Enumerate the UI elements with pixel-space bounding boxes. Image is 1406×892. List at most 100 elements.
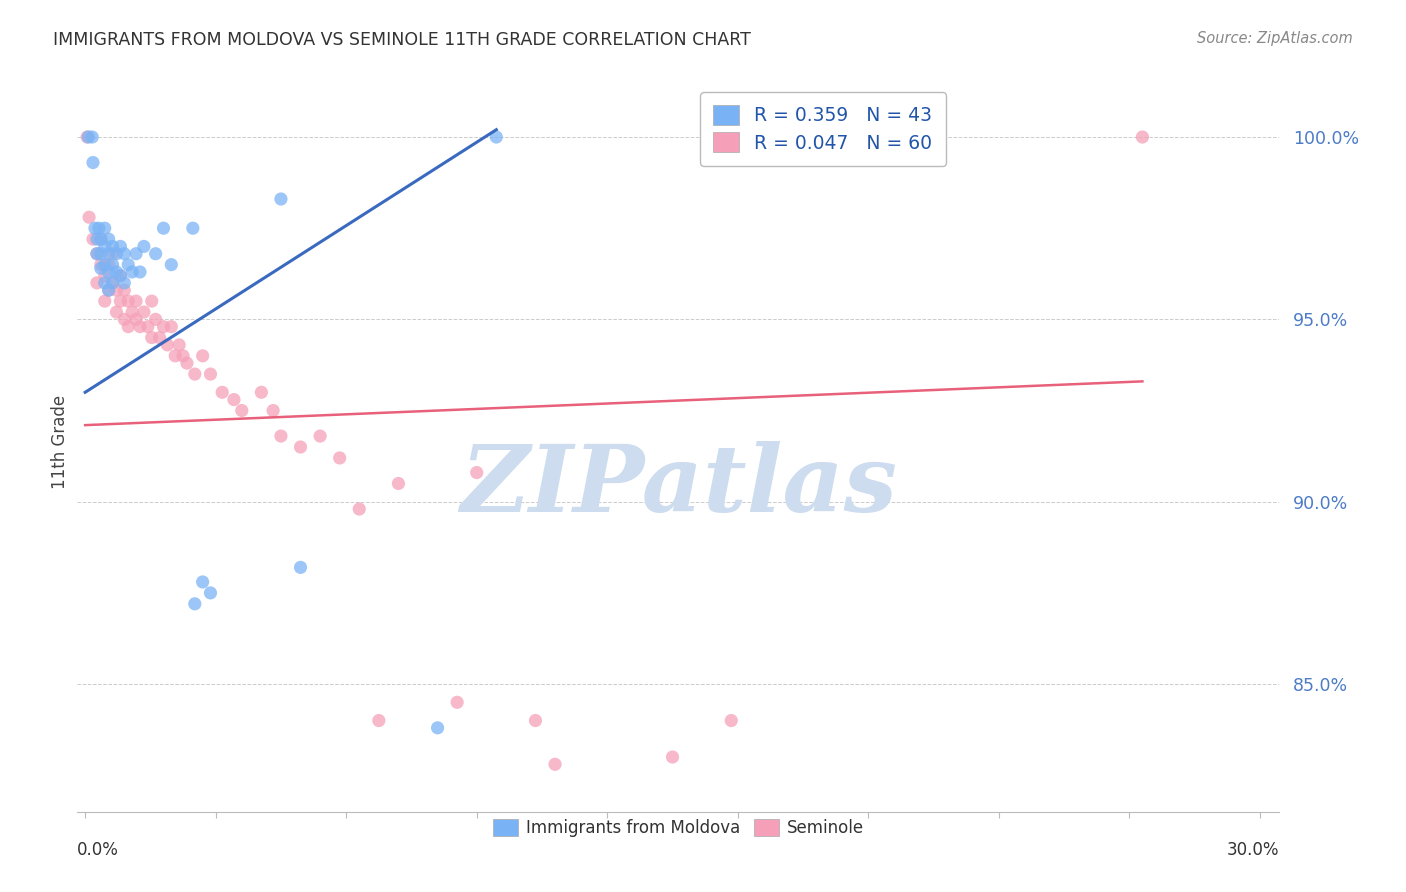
Point [90,232,112,246]
Point [93,294,115,309]
Point [112,276,135,290]
Point [145,246,167,260]
Point [465,466,488,480]
Point [125,246,148,260]
Point [121,265,143,279]
Point [82,155,104,169]
Point [446,695,468,709]
Point [97,246,120,260]
Point [200,586,222,600]
Point [93,258,115,272]
Point [101,258,124,272]
Point [93,268,115,283]
Point [720,714,742,728]
Text: 0.0%: 0.0% [77,841,120,859]
Point [110,268,132,283]
Point [426,721,449,735]
Point [191,349,214,363]
Point [231,403,253,417]
Text: Source: ZipAtlas.com: Source: ZipAtlas.com [1197,31,1353,46]
Point [110,268,132,283]
Point [524,714,547,728]
Point [172,349,194,363]
Point [165,349,187,363]
Text: 30.0%: 30.0% [1227,841,1279,859]
Point [181,221,204,235]
Point [309,429,332,443]
Point [77,130,100,145]
Point [76,130,98,145]
Point [125,294,148,309]
Point [132,305,155,319]
Point [93,276,115,290]
Point [290,560,312,574]
Point [485,130,508,145]
Point [160,319,183,334]
Point [110,294,132,309]
Point [86,246,108,260]
Point [105,283,128,297]
Point [86,276,108,290]
Point [82,232,104,246]
Point [145,312,167,326]
Point [141,330,163,344]
Point [544,757,567,772]
Point [105,305,128,319]
Point [90,246,112,260]
Point [176,356,198,370]
Point [97,265,120,279]
Point [105,246,128,260]
Point [101,276,124,290]
Text: ZIPatlas: ZIPatlas [460,441,897,531]
Point [97,232,120,246]
Point [661,750,683,764]
Point [90,258,112,272]
Point [191,574,214,589]
Point [290,440,312,454]
Point [167,338,190,352]
Point [367,714,389,728]
Point [387,476,409,491]
Point [117,258,139,272]
Point [262,403,284,417]
Point [1132,130,1154,145]
Point [110,239,132,253]
Y-axis label: 11th Grade: 11th Grade [51,394,69,489]
Point [156,338,179,352]
Point [101,276,124,290]
Point [112,312,135,326]
Point [211,385,233,400]
Point [160,258,183,272]
Point [152,319,174,334]
Point [329,450,352,465]
Point [121,305,143,319]
Point [97,283,120,297]
Point [117,319,139,334]
Point [132,239,155,253]
Point [152,221,174,235]
Point [97,283,120,297]
Point [86,246,108,260]
Point [270,429,292,443]
Point [112,246,135,260]
Point [250,385,273,400]
Point [129,319,152,334]
Point [90,232,112,246]
Point [125,312,148,326]
Point [97,258,120,272]
Text: IMMIGRANTS FROM MOLDOVA VS SEMINOLE 11TH GRADE CORRELATION CHART: IMMIGRANTS FROM MOLDOVA VS SEMINOLE 11TH… [53,31,751,49]
Point [141,294,163,309]
Point [148,330,170,344]
Point [222,392,245,407]
Point [184,367,207,381]
Point [184,597,207,611]
Point [112,283,135,297]
Point [82,130,104,145]
Point [200,367,222,381]
Legend: Immigrants from Moldova, Seminole: Immigrants from Moldova, Seminole [486,813,870,844]
Point [136,319,159,334]
Point [349,502,371,516]
Point [77,211,100,225]
Point [105,265,128,279]
Point [129,265,152,279]
